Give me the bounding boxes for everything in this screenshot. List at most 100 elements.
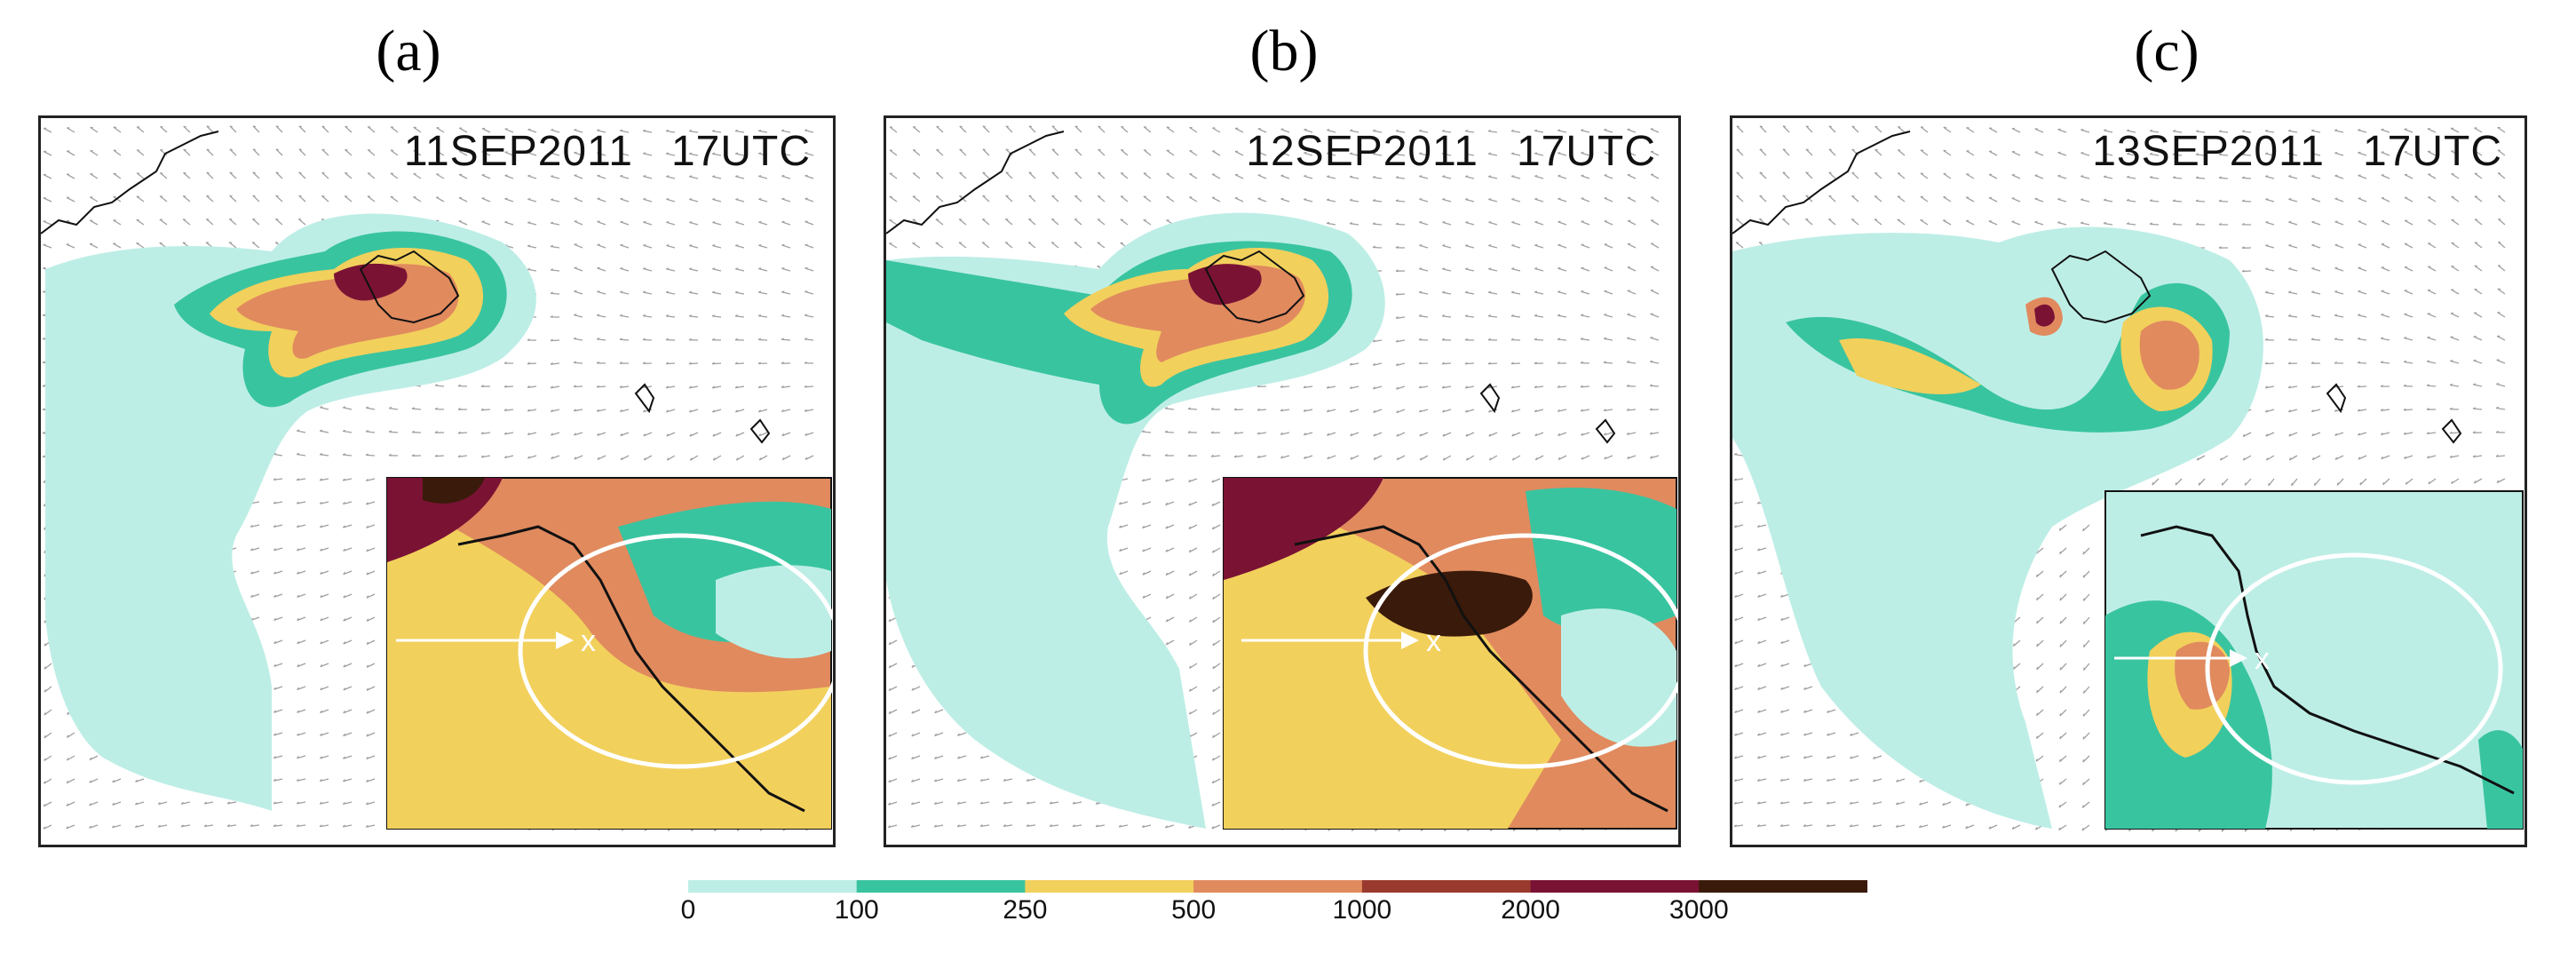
wind-arrow xyxy=(1026,801,1036,805)
wind-arrow-head xyxy=(665,409,669,413)
wind-arrow xyxy=(250,593,260,598)
wind-arrow xyxy=(2404,196,2414,203)
wind-arrow-head xyxy=(342,453,346,456)
wind-arrow-head xyxy=(1280,385,1283,388)
wind-arrow xyxy=(689,176,699,179)
wind-arrow-head xyxy=(2334,152,2338,154)
wind-arrow xyxy=(90,196,99,203)
wind-arrow xyxy=(1942,219,1952,226)
wind-arrow-head xyxy=(1805,125,1810,128)
wind-arrow xyxy=(665,385,676,389)
wind-arrow-head xyxy=(1557,129,1561,131)
wind-arrow xyxy=(911,801,921,806)
wind-arrow-head xyxy=(1280,409,1283,412)
wind-arrow-head xyxy=(527,456,530,459)
wind-arrow xyxy=(1650,128,1660,133)
wind-arrow xyxy=(912,126,921,133)
wind-arrow-head xyxy=(758,267,762,270)
wind-arrow-head xyxy=(573,433,576,436)
wind-arrow-head xyxy=(1875,195,1878,197)
wind-arrow xyxy=(320,501,329,504)
wind-arrow xyxy=(89,824,99,829)
wind-arrow-head xyxy=(1464,314,1469,317)
wind-arrow-head xyxy=(1736,125,1740,128)
wind-arrow xyxy=(1142,524,1152,529)
wind-arrow xyxy=(1604,243,1613,249)
wind-arrow xyxy=(44,755,52,762)
wind-arrow-head xyxy=(203,801,207,805)
wind-arrow-head xyxy=(619,409,622,412)
wind-arrow-head xyxy=(2310,338,2315,340)
wind-arrow xyxy=(1074,171,1082,179)
wind-arrow xyxy=(2474,218,2483,226)
wind-arrow xyxy=(1557,455,1567,461)
wind-arrow-head xyxy=(1026,778,1029,782)
wind-arrow xyxy=(1557,130,1567,133)
wind-arrow-head xyxy=(2149,176,2153,179)
wind-arrow-head xyxy=(620,243,623,246)
wind-arrow xyxy=(320,593,329,599)
wind-arrow-head xyxy=(1349,385,1352,389)
wind-arrow xyxy=(182,195,191,203)
wind-arrow xyxy=(2473,312,2483,318)
wind-arrow-head xyxy=(527,338,530,341)
wind-arrow xyxy=(1875,148,1882,156)
wind-arrow xyxy=(2287,362,2298,365)
wind-arrow xyxy=(252,148,260,156)
wind-arrow-head xyxy=(366,406,369,409)
wind-arrow xyxy=(1211,824,1221,830)
wind-arrow xyxy=(1188,524,1198,529)
wind-arrow-head xyxy=(712,175,716,178)
wind-arrow xyxy=(319,824,329,828)
wind-arrow xyxy=(957,801,967,805)
wind-arrow-head xyxy=(911,734,915,737)
wind-arrow xyxy=(1557,409,1567,412)
wind-arrow xyxy=(643,314,653,318)
wind-arrow-head xyxy=(183,218,186,220)
wind-arrow-head xyxy=(758,290,762,293)
wind-arrow-head xyxy=(1511,221,1515,223)
wind-arrow-head xyxy=(620,197,623,200)
wind-arrow xyxy=(1280,455,1290,459)
wind-arrow-head xyxy=(250,824,253,827)
wind-arrow xyxy=(551,269,560,272)
wind-arrow-head xyxy=(229,218,233,220)
wind-arrow xyxy=(1557,385,1567,388)
wind-arrow xyxy=(2474,149,2483,156)
wind-arrow xyxy=(252,125,260,133)
wind-arrow-head xyxy=(1074,242,1078,243)
wind-arrow-head xyxy=(2381,128,2384,131)
wind-arrow xyxy=(366,501,376,505)
wind-arrow xyxy=(1419,198,1429,203)
wind-arrow-head xyxy=(1165,479,1168,482)
wind-arrow xyxy=(888,755,898,760)
wind-arrow xyxy=(504,221,514,226)
wind-arrow-head xyxy=(1396,457,1399,461)
wind-arrow xyxy=(689,221,699,226)
wind-arrow xyxy=(1604,290,1613,295)
wind-arrow xyxy=(1488,176,1498,179)
wind-arrow xyxy=(1736,125,1744,133)
wind-arrow-head xyxy=(1142,502,1145,505)
wind-arrow-head xyxy=(42,337,46,340)
wind-arrow-head xyxy=(1805,218,1809,220)
wind-arrow xyxy=(366,407,376,410)
wind-arrow-head xyxy=(1875,125,1878,128)
wind-arrow-head xyxy=(1419,267,1423,270)
wind-arrow xyxy=(1372,246,1383,249)
wind-arrow xyxy=(689,432,699,437)
wind-arrow xyxy=(1488,153,1498,156)
wind-arrow xyxy=(112,801,122,806)
wind-arrow xyxy=(805,432,814,436)
wind-arrow xyxy=(1028,148,1036,156)
wind-arrow-head xyxy=(574,151,577,154)
wind-arrow-head xyxy=(1327,433,1330,436)
wind-arrow-head xyxy=(804,361,807,364)
wind-arrow xyxy=(1350,409,1359,413)
wind-arrow-head xyxy=(689,152,693,155)
wind-arrow-head xyxy=(298,218,302,220)
wind-arrow xyxy=(43,197,52,203)
wind-arrow-head xyxy=(273,594,277,598)
wind-arrow-head xyxy=(665,361,669,365)
wind-arrow xyxy=(1897,195,1906,203)
